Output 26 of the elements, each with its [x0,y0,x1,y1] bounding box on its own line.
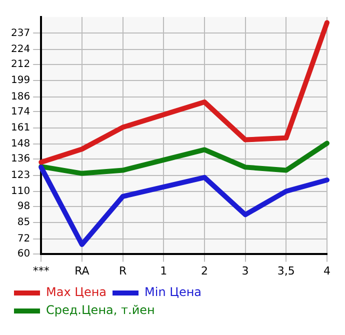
y-tick-label: 174 [10,106,30,118]
y-tick-label: 85 [17,217,30,228]
y-tick-label: 110 [10,186,30,198]
x-tick-label: 4 [324,264,330,278]
legend-label: Сред.Цена, т.йен [46,303,155,318]
y-tick-label: 72 [17,233,30,244]
x-tick-label: R [118,264,127,278]
y-tick-label: 148 [10,138,30,150]
x-tick-label: 3 [242,264,249,278]
y-tick-label: 199 [10,75,30,86]
y-tick-label: 224 [10,44,30,55]
y-tick-label: 186 [10,91,30,102]
x-tick-label: *** [32,264,50,278]
y-tick-label: 237 [10,28,30,39]
legend-label: Max Цена [46,285,107,300]
x-tick-label: 3,5 [277,264,295,278]
x-tick-label: RA [74,264,90,278]
x-tick-label: 2 [200,264,208,278]
y-tick-label: 60 [17,248,30,260]
y-tick-label: 136 [10,154,30,165]
y-tick-label: 212 [10,58,30,70]
legend-label: Min Цена [144,285,202,300]
x-tick-label: 1 [160,264,168,278]
y-tick-label: 98 [17,201,30,212]
y-tick-label: 161 [10,122,30,134]
y-tick-label: 123 [10,170,30,181]
